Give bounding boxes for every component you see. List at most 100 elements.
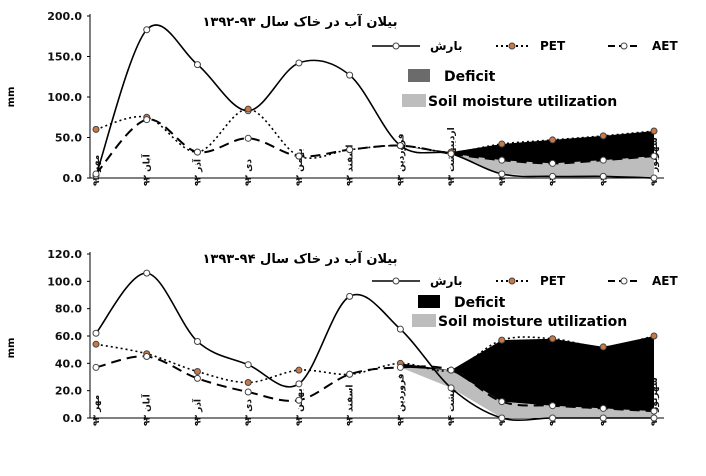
legend-swatch-soil-moisture xyxy=(402,94,426,107)
area-deficit xyxy=(400,336,654,412)
data-point xyxy=(92,125,100,133)
legend-label-deficit: Deficit xyxy=(454,295,506,311)
data-point xyxy=(244,361,252,369)
x-tick-label: شهریور ۹۳ xyxy=(650,137,660,186)
x-tick-label: فروردین ۹۳ xyxy=(396,133,406,186)
chart-title: بیلان آب در خاک سال ۹۴-۱۳۹۳ xyxy=(203,250,398,267)
data-point xyxy=(193,337,201,345)
data-point xyxy=(193,368,201,376)
legend-label-rain: بارش xyxy=(430,274,462,288)
data-point xyxy=(650,407,658,415)
legend-label-soil-moisture: Soil moisture utilization xyxy=(438,314,627,330)
data-point xyxy=(447,384,455,392)
x-tick-label: شهریور ۹۴ xyxy=(650,377,660,426)
data-point xyxy=(498,140,506,148)
data-point xyxy=(549,335,557,343)
x-tick-label: دی ۹۳ xyxy=(244,399,254,426)
data-point xyxy=(295,152,303,160)
y-tick-label: 50.0 xyxy=(55,132,82,145)
y-tick-label: 150.0 xyxy=(47,51,82,64)
x-tick-label: اسفند ۹۲ xyxy=(346,145,356,186)
legend-label-soil-moisture: Soil moisture utilization xyxy=(428,94,617,110)
data-point xyxy=(346,292,354,300)
legend-label-aet: AET xyxy=(652,39,678,53)
data-point xyxy=(143,353,151,360)
data-point xyxy=(650,152,658,160)
data-point xyxy=(346,71,354,79)
legend-marker-aet xyxy=(620,277,628,285)
data-point xyxy=(193,148,201,156)
y-tick-label: 120.0 xyxy=(47,248,82,261)
data-point xyxy=(549,402,557,410)
y-tick-label: 80.0 xyxy=(55,303,82,316)
x-tick-label: آبان ۹۲ xyxy=(141,153,153,186)
data-point xyxy=(498,398,506,406)
data-point xyxy=(396,363,404,371)
x-tick-label: بهمن ۹۳ xyxy=(295,388,305,426)
y-tick-label: 100.0 xyxy=(47,275,82,288)
y-tick-label: 0.0 xyxy=(63,172,83,185)
area-soil-moisture-utilization xyxy=(400,145,654,178)
y-axis-label: mm xyxy=(6,87,17,108)
data-point xyxy=(295,380,303,388)
area-soil-moisture-utilization xyxy=(400,367,654,418)
data-point xyxy=(599,414,607,422)
data-point xyxy=(92,170,100,178)
data-point xyxy=(549,136,557,144)
data-point xyxy=(599,156,607,164)
data-point xyxy=(143,269,151,277)
series-line-AET xyxy=(95,355,655,413)
y-tick-label: 100.0 xyxy=(47,91,82,104)
data-point xyxy=(143,26,151,34)
data-point xyxy=(599,343,607,351)
data-point xyxy=(244,378,252,386)
legend-label-aet: AET xyxy=(652,274,678,288)
legend-swatch-deficit xyxy=(408,69,430,82)
x-tick-label: اسفند ۹۳ xyxy=(346,385,356,426)
legend-label-deficit: Deficit xyxy=(444,69,496,85)
data-point xyxy=(193,374,201,382)
data-point xyxy=(396,325,404,333)
y-tick-label: 20.0 xyxy=(55,385,82,398)
data-point xyxy=(498,156,506,164)
y-tick-label: 200.0 xyxy=(47,10,82,23)
data-point xyxy=(549,414,557,422)
y-tick-label: 0.0 xyxy=(63,412,83,425)
y-axis-label: mm xyxy=(6,338,17,359)
data-point xyxy=(447,150,455,158)
data-point xyxy=(295,59,303,67)
data-point xyxy=(92,329,100,337)
data-point xyxy=(498,336,506,344)
legend-marker-pet xyxy=(508,277,516,285)
data-point xyxy=(244,388,252,396)
data-point xyxy=(295,396,303,404)
legend-label-rain: بارش xyxy=(430,39,462,53)
data-point xyxy=(92,363,100,371)
data-point xyxy=(498,414,506,422)
data-point xyxy=(599,132,607,140)
data-point xyxy=(143,116,151,124)
legend-marker-aet xyxy=(620,42,628,50)
y-tick-label: 60.0 xyxy=(55,330,82,343)
legend-label-pet: PET xyxy=(540,39,566,53)
data-point xyxy=(498,170,506,178)
x-tick-label: مهر ۹۳ xyxy=(92,395,102,426)
data-point xyxy=(396,142,404,150)
chart-title: بیلان آب در خاک سال ۹۳-۱۳۹۲ xyxy=(203,13,398,30)
data-point xyxy=(244,134,252,142)
x-tick-label: دی ۹۲ xyxy=(244,159,254,186)
legend-label-pet: PET xyxy=(540,274,566,288)
data-point xyxy=(650,174,658,182)
y-tick-label: 40.0 xyxy=(55,357,82,370)
legend-swatch-deficit xyxy=(418,295,440,308)
data-point xyxy=(447,366,455,374)
data-point xyxy=(599,172,607,180)
data-point xyxy=(650,332,658,340)
data-point xyxy=(599,404,607,412)
legend-marker-rain xyxy=(392,277,400,285)
data-point xyxy=(549,172,557,180)
x-tick-label: آذر ۹۲ xyxy=(191,158,203,186)
data-point xyxy=(346,370,354,378)
